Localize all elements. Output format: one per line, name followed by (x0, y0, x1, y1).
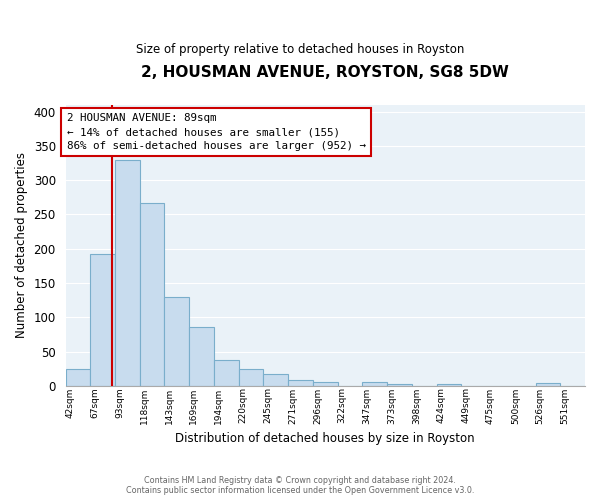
Bar (115, 160, 140, 386)
Bar (263, 374, 288, 386)
Bar (65, 369, 90, 386)
Bar (90, 254, 115, 386)
Bar (288, 380, 313, 386)
Text: 2 HOUSMAN AVENUE: 89sqm
← 14% of detached houses are smaller (155)
86% of semi-d: 2 HOUSMAN AVENUE: 89sqm ← 14% of detache… (67, 113, 366, 151)
Bar (214, 360, 239, 386)
Bar (140, 203, 164, 386)
Bar (536, 383, 560, 386)
Bar (362, 382, 387, 386)
Y-axis label: Number of detached properties: Number of detached properties (15, 152, 28, 338)
Bar (387, 384, 412, 386)
Bar (189, 327, 214, 386)
X-axis label: Distribution of detached houses by size in Royston: Distribution of detached houses by size … (175, 432, 475, 445)
Text: Contains HM Land Registry data © Crown copyright and database right 2024.
Contai: Contains HM Land Registry data © Crown c… (126, 476, 474, 495)
Bar (239, 369, 263, 386)
Text: Size of property relative to detached houses in Royston: Size of property relative to detached ho… (136, 42, 464, 56)
Bar (437, 384, 461, 386)
Bar (164, 297, 189, 386)
Bar (313, 382, 338, 386)
Title: 2, HOUSMAN AVENUE, ROYSTON, SG8 5DW: 2, HOUSMAN AVENUE, ROYSTON, SG8 5DW (142, 65, 509, 80)
